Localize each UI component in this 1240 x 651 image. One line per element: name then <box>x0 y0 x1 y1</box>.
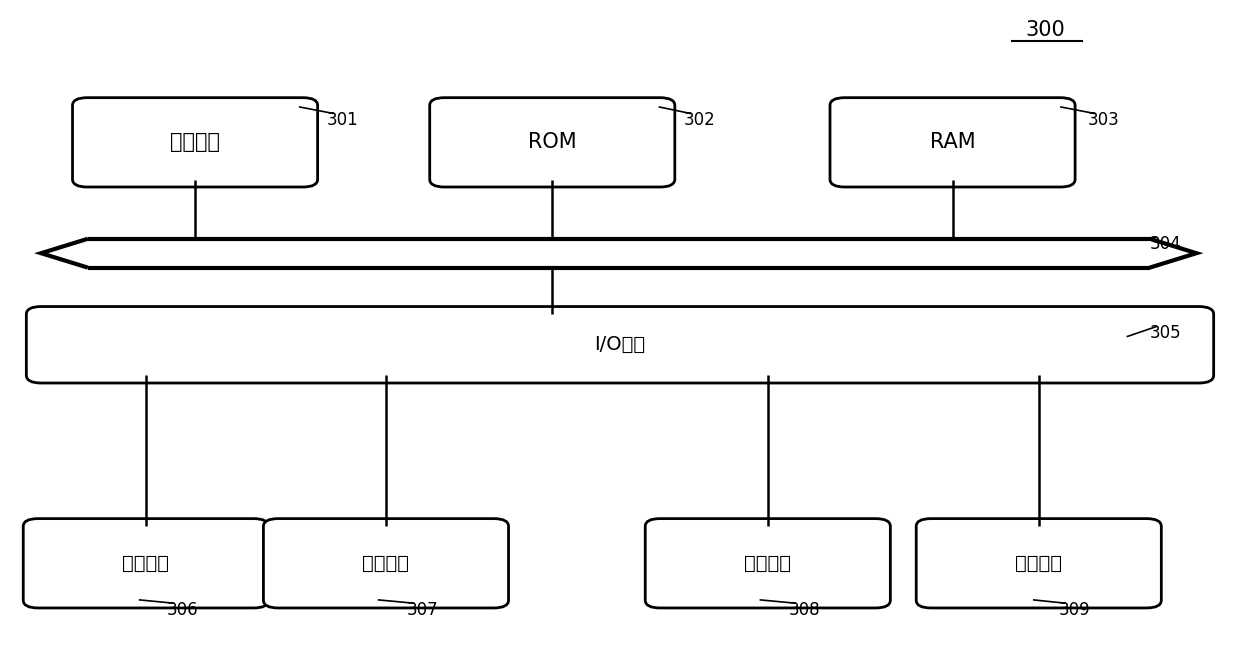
Text: 存储装置: 存储装置 <box>744 554 791 573</box>
FancyBboxPatch shape <box>26 307 1214 383</box>
Text: ROM: ROM <box>528 132 577 152</box>
FancyBboxPatch shape <box>916 519 1162 608</box>
Text: 301: 301 <box>327 111 358 129</box>
Text: 303: 303 <box>1087 111 1120 129</box>
Text: 输入装置: 输入装置 <box>123 554 170 573</box>
FancyBboxPatch shape <box>430 98 675 187</box>
Text: 300: 300 <box>1025 20 1065 40</box>
Text: 307: 307 <box>407 601 439 618</box>
Text: I/O接口: I/O接口 <box>594 335 646 354</box>
Text: RAM: RAM <box>930 132 976 152</box>
FancyBboxPatch shape <box>24 519 268 608</box>
FancyBboxPatch shape <box>645 519 890 608</box>
FancyBboxPatch shape <box>263 519 508 608</box>
FancyBboxPatch shape <box>830 98 1075 187</box>
Text: 309: 309 <box>1059 601 1090 618</box>
Text: 处理装置: 处理装置 <box>170 132 219 152</box>
Text: 302: 302 <box>684 111 715 129</box>
Text: 308: 308 <box>789 601 821 618</box>
Text: 输出装置: 输出装置 <box>362 554 409 573</box>
Text: 306: 306 <box>166 601 198 618</box>
Text: 305: 305 <box>1149 324 1182 342</box>
Text: 通信装置: 通信装置 <box>1016 554 1063 573</box>
Text: 304: 304 <box>1149 235 1182 253</box>
FancyBboxPatch shape <box>72 98 317 187</box>
